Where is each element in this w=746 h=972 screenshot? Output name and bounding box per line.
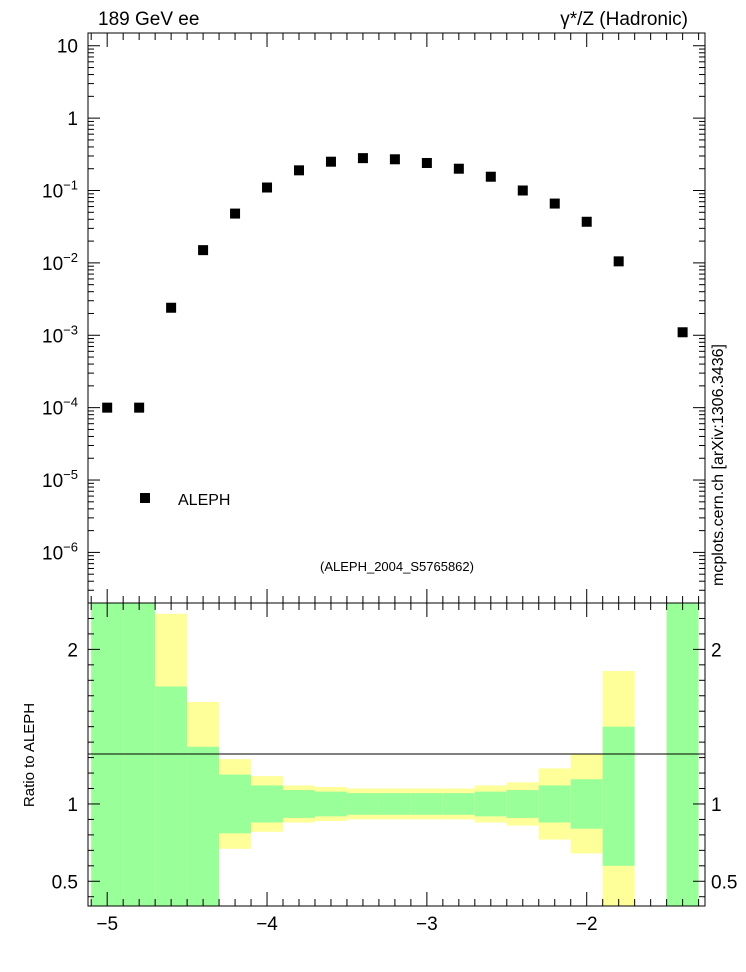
ratio-panel: 0.5 0.5 1 1 2 2 −5 −4 −3 −2 Ratio to ALEPH xyxy=(21,602,737,935)
ratio-band-inner xyxy=(602,726,635,866)
data-point xyxy=(134,402,145,413)
x-tick-label: −5 xyxy=(96,914,118,935)
ratio-band-inner xyxy=(346,793,379,815)
y-tick-label: 10 xyxy=(57,37,78,58)
ratio-band-inner xyxy=(187,746,220,906)
y-tick-label: 10−2 xyxy=(42,250,78,275)
data-point xyxy=(613,256,624,267)
data-point xyxy=(230,208,241,219)
data-point xyxy=(262,182,273,193)
ratio-ylabel: Ratio to ALEPH xyxy=(21,703,38,807)
data-point xyxy=(453,163,464,174)
ratio-y-tick-label: 0.5 xyxy=(52,872,78,893)
ratio-band-inner xyxy=(442,793,475,815)
main-frame xyxy=(87,32,706,604)
ratio-band-inner xyxy=(378,793,411,815)
ratio-y-tick-label-right: 0.5 xyxy=(711,872,737,893)
ratio-band-inner xyxy=(283,790,315,818)
ratio-band-inner xyxy=(474,791,507,817)
data-point xyxy=(677,327,688,338)
header: 189 GeV ee γ*/Z (Hadronic) xyxy=(98,9,688,30)
ratio-y-tick-label: 2 xyxy=(67,640,78,661)
ratio-y-tick-label-right: 1 xyxy=(711,795,722,816)
ratio-band-inner xyxy=(506,790,539,818)
ratio-band-inner xyxy=(219,774,252,834)
legend: ALEPH xyxy=(140,492,230,509)
y-tick-label: 1 xyxy=(67,109,78,130)
main-marks xyxy=(102,153,688,413)
header-right: γ*/Z (Hadronic) xyxy=(560,9,688,30)
ratio-y-tick-label-right: 2 xyxy=(711,640,722,661)
y-tick-label: 10−1 xyxy=(42,178,78,203)
data-point xyxy=(357,153,368,164)
ratio-band-inner xyxy=(410,793,443,815)
ratio-band-inner xyxy=(570,779,603,829)
data-point xyxy=(421,157,432,168)
legend-marker xyxy=(140,493,150,503)
ratio-axes: 0.5 0.5 1 1 2 2 −5 −4 −3 −2 xyxy=(52,603,737,935)
x-tick-label: −3 xyxy=(416,914,438,935)
ratio-frame xyxy=(87,602,706,907)
y-tick-label: 10−5 xyxy=(42,467,78,492)
y-tick-label: 10−4 xyxy=(42,395,78,420)
data-point xyxy=(293,165,304,176)
ratio-band-inner xyxy=(538,785,571,823)
data-point xyxy=(485,171,496,182)
main-panel: 10−6 10−5 10−4 10−3 10−2 10−1 1 10 ALEPH (ALEPH… xyxy=(42,32,706,604)
data-point xyxy=(198,245,209,256)
data-point xyxy=(102,402,113,413)
ratio-band-inner xyxy=(251,785,284,823)
ratio-band-inner xyxy=(314,791,347,817)
y-tick-label: 10−3 xyxy=(42,322,78,347)
header-left: 189 GeV ee xyxy=(98,9,199,30)
ratio-band-inner xyxy=(155,686,188,906)
data-point xyxy=(389,154,400,165)
x-tick-label: −2 xyxy=(576,914,598,935)
main-axes: 10−6 10−5 10−4 10−3 10−2 10−1 1 10 xyxy=(42,33,705,604)
data-point xyxy=(166,302,177,313)
watermark: mcplots.cern.ch [arXiv:1306.3436] xyxy=(710,344,727,586)
x-tick-label: −4 xyxy=(256,914,278,935)
y-tick-label: 10−6 xyxy=(42,539,78,564)
ratio-y-tick-label: 1 xyxy=(67,795,78,816)
data-point xyxy=(325,156,336,167)
data-point xyxy=(517,185,528,196)
data-point xyxy=(581,216,592,227)
data-point xyxy=(549,198,560,209)
analysis-label: (ALEPH_2004_S5765862) xyxy=(320,559,474,574)
legend-label: ALEPH xyxy=(178,492,230,509)
